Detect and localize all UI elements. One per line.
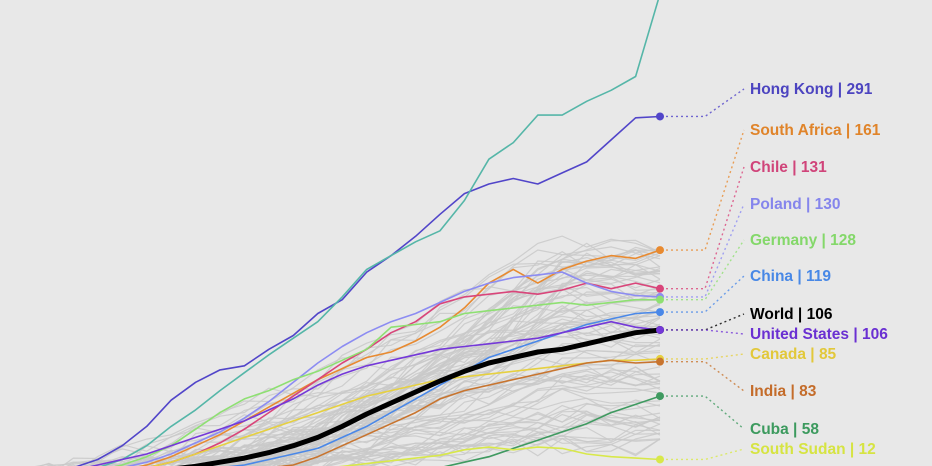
- background-line: [87, 251, 661, 466]
- background-line: [282, 261, 661, 466]
- series-line-canada: [150, 358, 661, 466]
- connector-poland: [666, 203, 745, 298]
- series-line-south-sudan: [338, 446, 661, 466]
- connector-world: [666, 313, 745, 331]
- series-line-chile: [150, 282, 661, 466]
- end-dot-cuba: [656, 392, 664, 401]
- background-line: [348, 422, 661, 466]
- label-cuba: Cuba | 58: [750, 421, 819, 438]
- series-line-germany: [114, 298, 661, 466]
- series-line-cuba: [443, 395, 661, 466]
- background-line: [89, 260, 661, 466]
- series-labels: Hong Kong | 291 South Africa | 161 Chile |…: [750, 81, 888, 458]
- label-world: World | 106: [750, 306, 833, 323]
- background-line: [34, 371, 661, 466]
- connector-china: [666, 275, 745, 313]
- connector-united-states: [666, 329, 745, 335]
- connector-cuba: [666, 395, 745, 430]
- end-dot-south-africa: [656, 246, 664, 255]
- background-line: [371, 434, 661, 466]
- end-points: [656, 112, 664, 464]
- connector-canada: [666, 353, 745, 360]
- label-south-africa: South Africa | 161: [750, 122, 881, 139]
- background-line: [212, 272, 661, 466]
- background-line: [113, 324, 661, 466]
- series-line-world: [176, 327, 663, 466]
- label-india: India | 83: [750, 383, 817, 400]
- connector-south-sudan: [666, 448, 745, 461]
- background-line: [169, 267, 661, 466]
- connector-india: [666, 360, 745, 392]
- series-lines: [75, 0, 663, 466]
- connector-germany: [666, 239, 745, 301]
- background-line: [140, 360, 661, 466]
- series-line-india: [276, 359, 661, 466]
- background-line: [142, 431, 661, 466]
- series-line-poland: [126, 271, 661, 466]
- end-dot-germany: [656, 295, 664, 304]
- series-line-hong-kong: [75, 115, 661, 466]
- end-dot-india: [656, 357, 664, 366]
- background-line: [61, 302, 661, 466]
- background-line: [159, 255, 661, 466]
- background-line: [129, 432, 661, 466]
- label-united-states: United States | 106: [750, 326, 888, 343]
- background-line: [122, 317, 661, 466]
- end-dot-united-states: [656, 325, 664, 334]
- end-dot-south-sudan: [656, 455, 664, 464]
- label-chile: Chile | 131: [750, 159, 827, 176]
- label-connectors: [666, 88, 745, 461]
- end-dot-china: [656, 308, 664, 317]
- series-line-united-states: [89, 320, 661, 466]
- background-line: [118, 437, 661, 466]
- label-hong-kong: Hong Kong | 291: [750, 81, 873, 98]
- end-dot-hong-kong: [656, 112, 664, 121]
- end-dot-chile: [656, 284, 664, 293]
- background-lines: [34, 235, 661, 466]
- background-line: [254, 299, 661, 466]
- label-germany: Germany | 128: [750, 232, 856, 249]
- connector-south-africa: [666, 129, 745, 251]
- label-china: China | 119: [750, 268, 831, 285]
- label-canada: Canada | 85: [750, 346, 837, 363]
- background-line: [162, 318, 661, 466]
- background-line: [184, 301, 661, 466]
- background-line: [187, 414, 661, 466]
- series-line-china: [228, 311, 661, 466]
- connector-hong-kong: [666, 88, 745, 118]
- background-line: [46, 249, 661, 466]
- label-south-sudan: South Sudan | 12: [750, 441, 876, 458]
- series-line-south-africa: [138, 249, 661, 466]
- label-poland: Poland | 130: [750, 196, 840, 213]
- background-line: [129, 235, 661, 466]
- background-line: [216, 367, 661, 466]
- background-line: [124, 274, 661, 466]
- background-line: [38, 249, 661, 466]
- background-line: [297, 434, 661, 466]
- connector-chile: [666, 166, 745, 290]
- series-line-teal: [100, 0, 660, 466]
- background-line: [283, 410, 661, 466]
